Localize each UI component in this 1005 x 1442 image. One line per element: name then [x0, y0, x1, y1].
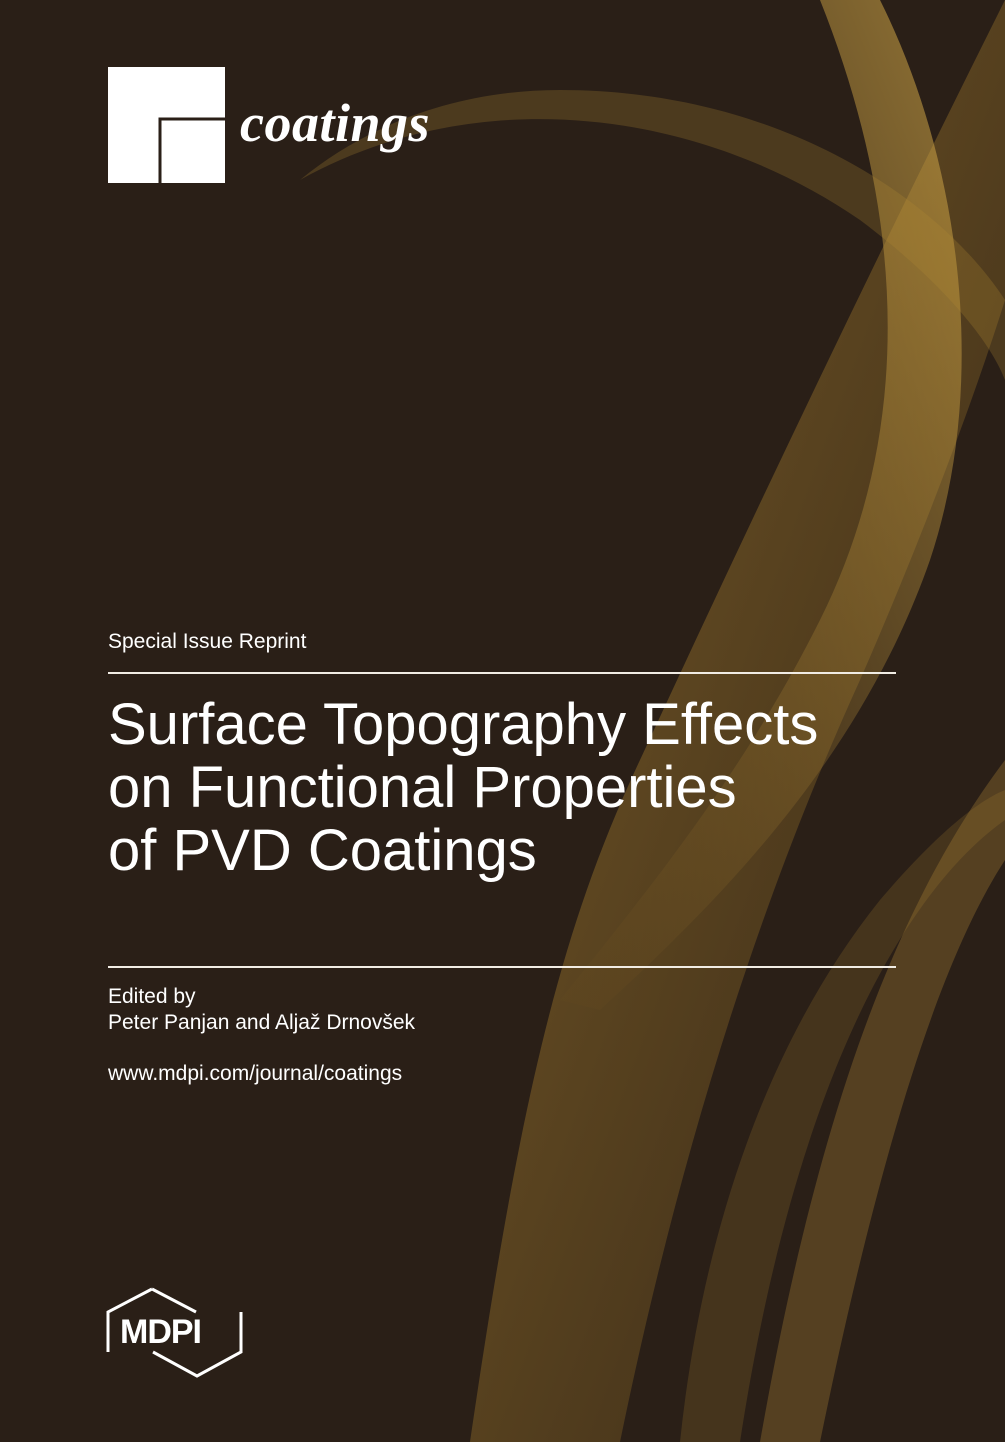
url: www.mdpi.com/journal/coatings: [108, 1062, 403, 1085]
title-line: on Functional Properties: [108, 755, 737, 820]
title-line: Surface Topography Effects: [108, 692, 819, 757]
editors: Peter Panjan and Aljaž Drnovšek: [108, 1011, 416, 1034]
title: Surface Topography Effects on Functional…: [108, 693, 818, 882]
edited-by: Edited by: [108, 985, 196, 1008]
rule: [108, 672, 896, 674]
label: Special Issue Reprint: [108, 630, 307, 653]
journal-name: coatings: [240, 93, 431, 153]
rule: [108, 966, 896, 968]
publisher-logo: MDPI: [120, 1313, 202, 1351]
title-line: of PVD Coatings: [108, 818, 537, 883]
